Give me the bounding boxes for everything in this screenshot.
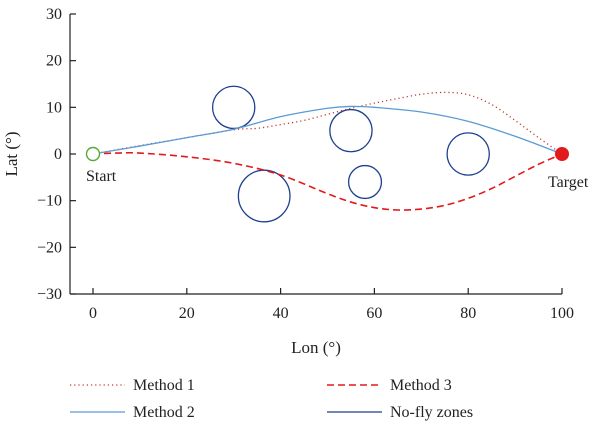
start-marker [85,146,101,162]
x-tick-label: 100 [550,305,574,322]
y-tick-label: 30 [46,6,62,23]
y-tick-label: −10 [37,193,62,210]
axes [69,14,562,295]
y-tick-label: −30 [37,286,62,303]
series-line-method-3 [92,151,563,211]
y-axis-label: Lat (°) [2,131,21,176]
no-fly-zone-circle [211,85,256,130]
legend-label: Method 3 [390,377,452,394]
legend-label: No-fly zones [390,404,473,421]
x-tick-label: 80 [460,305,476,322]
target-marker [555,147,569,161]
no-fly-zone-circle [347,164,383,200]
no-fly-zone-circle [237,169,291,223]
series-line-method-1 [92,91,563,155]
no-fly-zones [211,85,490,223]
x-ticks: 0 20 40 60 80 100 [89,288,574,322]
legend-label: Method 2 [133,404,195,421]
markers: Start Target [85,146,589,191]
y-tick-label: 0 [54,146,62,163]
legend-label: Method 1 [133,377,195,394]
y-ticks: −30 −20 −10 0 10 20 30 [37,6,76,303]
start-label: Start [86,168,117,185]
legend: Method 1 Method 3 Method 2 No-fly zones [70,377,473,421]
y-tick-label: 10 [46,99,62,116]
x-tick-label: 60 [366,305,382,322]
y-tick-label: −20 [37,239,62,256]
no-fly-zone-circle [329,108,373,153]
x-axis-label: Lon (°) [291,338,341,357]
no-fly-zone-circle [446,132,490,176]
x-tick-label: 20 [179,305,195,322]
y-tick-label: 20 [46,53,62,70]
series-line-method-2 [92,105,563,155]
x-tick-label: 0 [89,305,97,322]
series-lines [92,91,563,211]
x-tick-label: 40 [273,305,289,322]
target-label: Target [548,174,589,191]
